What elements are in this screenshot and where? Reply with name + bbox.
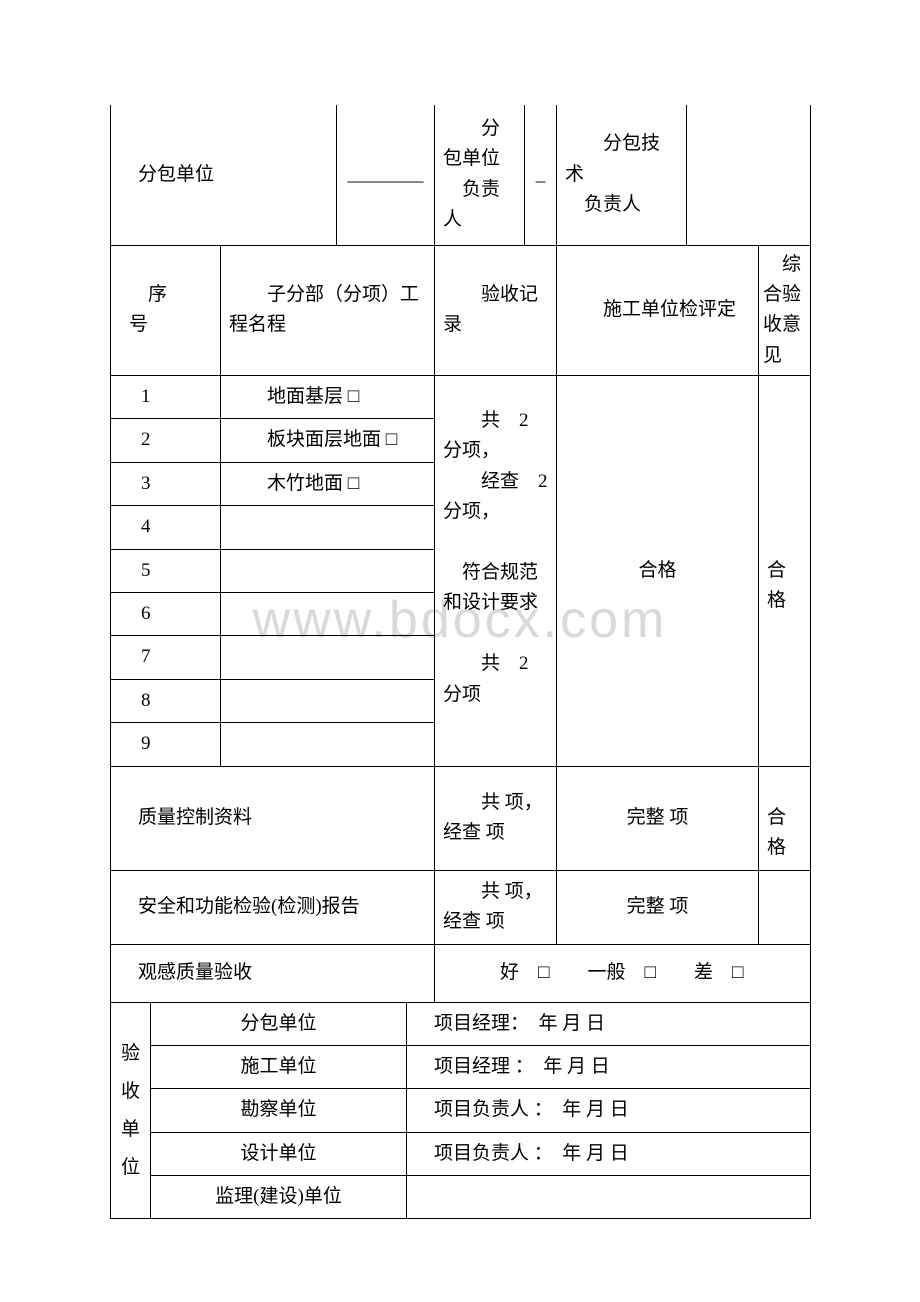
subcontractor-label: 分包单位	[111, 105, 337, 245]
signoff-value: 项目负责人 ： 年 月 日	[407, 1132, 811, 1175]
safety-opinion	[759, 870, 811, 944]
signoff-value	[407, 1176, 811, 1219]
signoff-unit: 施工单位	[151, 1045, 407, 1088]
visual-label: 观感质量验收	[111, 944, 435, 1002]
sub-tech-leader-blank	[687, 105, 811, 245]
qc-eval: 完整 项	[557, 766, 759, 870]
record-merged: 共 2 分项， 经查 2 分项， 符合规范和设计要求 共 2 分项	[435, 376, 557, 767]
col-name: 子分部（分项）工程名程	[221, 245, 435, 376]
qc-record: 共 项，经查 项	[435, 766, 557, 870]
qc-opinion: 合格	[759, 766, 811, 870]
qc-label: 质量控制资料	[111, 766, 435, 870]
row-seq: 2	[111, 419, 221, 462]
signoff-unit: 设计单位	[151, 1132, 407, 1175]
signoff-value: 项目经理 ： 年 月 日	[407, 1045, 811, 1088]
row-seq: 4	[111, 506, 221, 549]
row-name	[221, 549, 435, 592]
signoff-unit: 勘察单位	[151, 1089, 407, 1132]
row-seq: 1	[111, 376, 221, 419]
row-name: 木竹地面 □	[221, 462, 435, 505]
signoff-value: 项目负责人 ： 年 月 日	[407, 1089, 811, 1132]
subcontractor-blank: ________	[337, 105, 435, 245]
row-name: 地面基层 □	[221, 376, 435, 419]
row-seq: 9	[111, 723, 221, 766]
col-opinion: 综合验收意见	[759, 245, 811, 376]
eval-merged: 合格	[557, 376, 759, 767]
row-name	[221, 506, 435, 549]
row-seq: 6	[111, 593, 221, 636]
row-name	[221, 723, 435, 766]
sub-unit-leader-blank: _	[525, 105, 557, 245]
sub-tech-leader-label: 分包技术 负责人	[557, 105, 687, 245]
form-table-container: 分包单位 ________ 分包单位 负责人 _ 分包技术 负责人 序号 子分部…	[110, 105, 810, 1219]
row-seq: 3	[111, 462, 221, 505]
row-name	[221, 679, 435, 722]
col-record: 验收记录	[435, 245, 557, 376]
signoff-group-label: 验收单位	[111, 1002, 151, 1219]
signoff-unit: 分包单位	[151, 1002, 407, 1045]
signoff-value: 项目经理： 年 月 日	[407, 1002, 811, 1045]
row-name: 板块面层地面 □	[221, 419, 435, 462]
inspection-form-table: 分包单位 ________ 分包单位 负责人 _ 分包技术 负责人 序号 子分部…	[110, 105, 811, 1219]
safety-label: 安全和功能检验(检测)报告	[111, 870, 435, 944]
opinion-merged: 合格	[759, 376, 811, 767]
safety-eval: 完整 项	[557, 870, 759, 944]
row-name	[221, 593, 435, 636]
row-seq: 8	[111, 679, 221, 722]
col-seq: 序号	[111, 245, 221, 376]
row-seq: 7	[111, 636, 221, 679]
row-seq: 5	[111, 549, 221, 592]
sub-unit-leader-label: 分包单位 负责人	[435, 105, 525, 245]
safety-record: 共 项，经查 项	[435, 870, 557, 944]
signoff-unit: 监理(建设)单位	[151, 1176, 407, 1219]
col-eval: 施工单位检评定	[557, 245, 759, 376]
row-name	[221, 636, 435, 679]
visual-value: 好 □ 一般 □ 差 □	[435, 944, 811, 1002]
